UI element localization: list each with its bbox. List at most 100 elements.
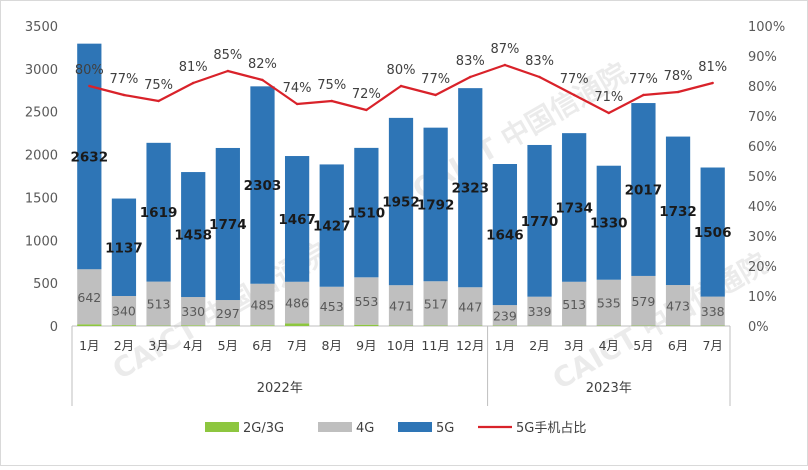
data-label-pct: 83% (456, 54, 485, 69)
data-label-5g: 1510 (348, 206, 386, 222)
data-label-4g: 513 (147, 297, 171, 312)
data-label-4g: 453 (320, 299, 344, 314)
y-tick-label: 1500 (25, 191, 58, 206)
data-label-4g: 486 (285, 296, 309, 311)
line-point (123, 94, 125, 96)
data-label-4g: 339 (528, 304, 552, 319)
bar-2g3g (216, 325, 240, 326)
data-label-5g: 1619 (140, 205, 178, 221)
bar-2g3g (112, 325, 136, 326)
y2-tick-label: 10% (748, 290, 777, 305)
y2-tick-label: 80% (748, 80, 777, 95)
legend-label: 2G/3G (243, 421, 284, 436)
x-tick-label: 10月 (387, 338, 415, 353)
x-tick-label: 2月 (529, 338, 549, 353)
x-tick-label: 6月 (668, 338, 688, 353)
data-label-5g: 1952 (382, 195, 420, 211)
y2-tick-label: 50% (748, 170, 777, 185)
x-tick-label: 3月 (148, 338, 168, 353)
data-label-pct: 75% (317, 78, 346, 93)
data-label-pct: 82% (248, 57, 277, 72)
line-point (677, 91, 679, 93)
data-label-4g: 513 (562, 297, 586, 312)
line-point (331, 100, 333, 102)
x-tick-label: 5月 (633, 338, 653, 353)
bar-2g3g (354, 325, 378, 326)
data-label-5g: 1458 (174, 228, 212, 244)
bar-2g3g (77, 324, 101, 326)
data-label-pct: 72% (352, 87, 381, 102)
x-tick-label: 3月 (564, 338, 584, 353)
year-group-label: 2022年 (257, 381, 303, 396)
data-label-4g: 485 (251, 298, 275, 313)
data-label-4g: 473 (666, 298, 690, 313)
data-label-4g: 330 (181, 304, 205, 319)
legend-label: 5G手机占比 (516, 421, 586, 436)
y-tick-label: 0 (50, 320, 58, 335)
data-label-4g: 553 (354, 294, 378, 309)
legend-label: 5G (436, 421, 454, 436)
data-label-5g: 1506 (694, 225, 732, 241)
line-point (711, 82, 713, 84)
y2-tick-label: 70% (748, 110, 777, 125)
data-label-5g: 1137 (105, 240, 143, 256)
legend-label: 4G (356, 421, 374, 436)
data-label-pct: 80% (75, 63, 104, 78)
data-label-5g: 1467 (278, 212, 316, 228)
data-label-5g: 1774 (209, 217, 247, 233)
line-point (504, 64, 506, 66)
data-label-5g: 1732 (659, 204, 697, 220)
data-label-4g: 338 (701, 304, 725, 319)
line-point (365, 109, 367, 111)
data-label-pct: 85% (213, 48, 242, 63)
data-label-4g: 579 (631, 294, 655, 309)
x-tick-label: 5月 (218, 338, 238, 353)
year-group-label: 2023年 (586, 381, 632, 396)
data-label-pct: 77% (421, 72, 450, 87)
data-label-pct: 77% (629, 72, 658, 87)
line-point (573, 94, 575, 96)
y2-tick-label: 30% (748, 230, 777, 245)
data-label-4g: 517 (424, 296, 448, 311)
line-point (642, 94, 644, 96)
data-label-5g: 1792 (417, 197, 455, 213)
x-tick-label: 9月 (356, 338, 376, 353)
data-label-pct: 83% (525, 54, 554, 69)
y2-tick-label: 40% (748, 200, 777, 215)
data-label-pct: 81% (698, 60, 727, 75)
y2-tick-label: 90% (748, 50, 777, 65)
data-label-5g: 1427 (313, 219, 351, 235)
legend-swatch (398, 422, 432, 432)
data-label-4g: 642 (77, 290, 101, 305)
x-tick-label: 12月 (456, 338, 484, 353)
y2-tick-label: 20% (748, 260, 777, 275)
data-label-5g: 2632 (71, 149, 109, 165)
line-point (88, 85, 90, 87)
line-point (434, 94, 436, 96)
data-label-5g: 2303 (244, 178, 282, 194)
x-tick-label: 7月 (702, 338, 722, 353)
data-label-5g: 2017 (625, 183, 663, 199)
data-label-4g: 239 (493, 308, 517, 323)
line-point (157, 100, 159, 102)
y-tick-label: 3500 (25, 20, 58, 35)
data-label-pct: 78% (664, 69, 693, 84)
y2-tick-label: 60% (748, 140, 777, 155)
x-tick-label: 11月 (421, 338, 449, 353)
data-label-4g: 297 (216, 306, 240, 321)
x-tick-label: 8月 (322, 338, 342, 353)
x-tick-label: 4月 (599, 338, 619, 353)
y-tick-label: 1000 (25, 234, 58, 249)
data-label-4g: 535 (597, 296, 621, 311)
x-tick-label: 4月 (183, 338, 203, 353)
data-label-4g: 471 (389, 298, 413, 313)
data-label-pct: 81% (179, 60, 208, 75)
line-point (538, 76, 540, 78)
y-tick-label: 3000 (25, 63, 58, 78)
line-point (261, 79, 263, 81)
y-tick-label: 500 (33, 277, 58, 292)
data-label-4g: 447 (458, 299, 482, 314)
line-point (400, 85, 402, 87)
